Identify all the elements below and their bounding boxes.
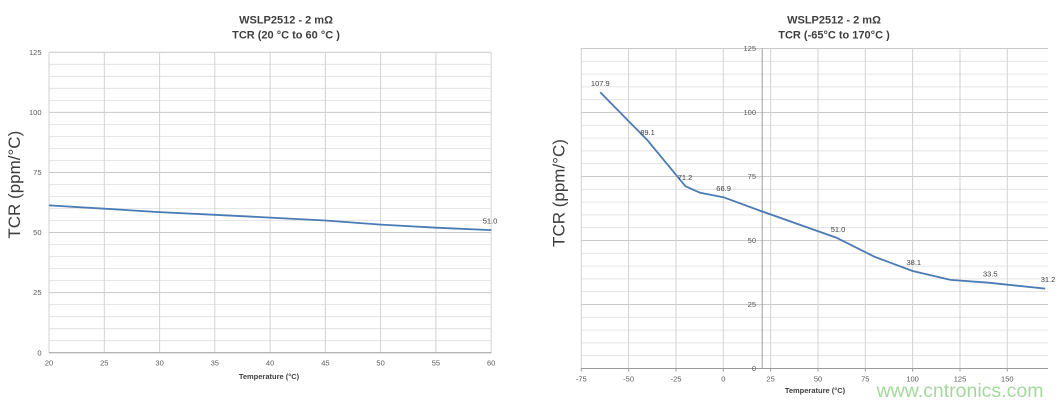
svg-text:0: 0 — [721, 375, 725, 384]
svg-text:100: 100 — [906, 375, 919, 384]
svg-text:150: 150 — [1001, 375, 1014, 384]
svg-text:107.9: 107.9 — [591, 79, 610, 88]
svg-text:100: 100 — [29, 108, 42, 117]
svg-text:50: 50 — [376, 359, 384, 368]
svg-text:100: 100 — [743, 108, 756, 117]
svg-text:TCR (-65°C to 170°C ): TCR (-65°C to 170°C ) — [778, 29, 890, 41]
svg-text:60: 60 — [487, 359, 495, 368]
svg-text:45: 45 — [321, 359, 329, 368]
svg-text:0: 0 — [37, 348, 41, 357]
svg-text:50: 50 — [814, 375, 822, 384]
svg-text:75: 75 — [748, 172, 756, 181]
svg-text:-50: -50 — [623, 375, 634, 384]
svg-text:125: 125 — [29, 48, 42, 57]
svg-text:25: 25 — [748, 300, 756, 309]
svg-text:25: 25 — [100, 359, 108, 368]
svg-text:125: 125 — [954, 375, 967, 384]
svg-text:50: 50 — [748, 236, 756, 245]
svg-text:51.0: 51.0 — [831, 225, 846, 234]
svg-text:Temperature (°C): Temperature (°C) — [785, 386, 846, 395]
svg-text:38.1: 38.1 — [906, 258, 921, 267]
svg-text:35: 35 — [211, 359, 219, 368]
svg-text:75: 75 — [861, 375, 869, 384]
svg-text:50: 50 — [33, 228, 41, 237]
svg-text:25: 25 — [33, 288, 41, 297]
svg-text:-25: -25 — [671, 375, 682, 384]
svg-text:TCR (20 °C to 60 °C ): TCR (20 °C to 60 °C ) — [232, 29, 340, 41]
svg-text:40: 40 — [266, 359, 274, 368]
svg-text:125: 125 — [743, 44, 756, 53]
svg-text:31.2: 31.2 — [1041, 275, 1056, 284]
svg-text:66.9: 66.9 — [716, 184, 731, 193]
svg-text:20: 20 — [45, 359, 53, 368]
svg-text:75: 75 — [33, 168, 41, 177]
svg-text:-75: -75 — [576, 375, 587, 384]
svg-text:TCR (ppm/°C): TCR (ppm/°C) — [550, 139, 569, 247]
svg-text:71.2: 71.2 — [678, 173, 693, 182]
svg-text:55: 55 — [432, 359, 440, 368]
svg-text:51.0: 51.0 — [483, 217, 498, 226]
svg-text:WSLP2512 - 2 mΩ: WSLP2512 - 2 mΩ — [787, 14, 881, 26]
svg-text:89.1: 89.1 — [640, 128, 655, 137]
svg-text:WSLP2512 - 2 mΩ: WSLP2512 - 2 mΩ — [239, 14, 333, 26]
svg-text:www.cntronics.com: www.cntronics.com — [876, 380, 1044, 402]
svg-text:30: 30 — [155, 359, 163, 368]
svg-text:Temperature (°C): Temperature (°C) — [239, 372, 300, 381]
svg-text:25: 25 — [766, 375, 774, 384]
svg-text:TCR (ppm/°C): TCR (ppm/°C) — [5, 131, 24, 239]
svg-text:33.5: 33.5 — [983, 270, 998, 279]
svg-text:0: 0 — [752, 364, 756, 373]
